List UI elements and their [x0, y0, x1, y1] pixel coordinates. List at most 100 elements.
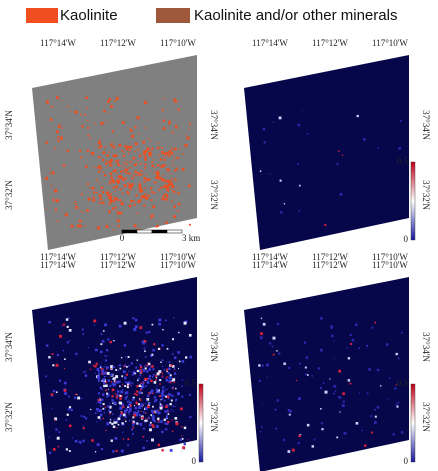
speckle — [129, 149, 131, 151]
speckle — [109, 422, 111, 424]
speckle — [104, 376, 106, 378]
speckle — [398, 358, 400, 360]
speckle — [152, 406, 154, 408]
speckle — [45, 177, 48, 180]
speckle — [159, 370, 162, 373]
speckle — [184, 322, 187, 325]
speckle — [55, 420, 56, 421]
speckle — [63, 350, 64, 351]
speckle — [162, 195, 164, 197]
speckle — [151, 439, 154, 442]
speckle — [158, 143, 159, 144]
speckle — [401, 332, 403, 334]
speckle — [172, 386, 173, 387]
speckle — [123, 414, 126, 417]
speckle — [386, 343, 389, 346]
speckle — [270, 174, 271, 175]
speckle — [171, 190, 172, 191]
speckle — [283, 439, 285, 441]
speckle — [147, 194, 149, 196]
speckle — [132, 374, 134, 376]
speckle — [103, 418, 104, 419]
speckle — [145, 412, 146, 413]
speckle — [145, 385, 147, 387]
speckle — [151, 199, 153, 201]
speckle — [141, 392, 142, 393]
speckle — [161, 147, 163, 149]
speckle — [367, 393, 369, 395]
top-label: 117°10'W — [160, 260, 196, 270]
speckle — [92, 199, 95, 202]
speckle — [161, 431, 163, 433]
speckle — [150, 380, 152, 382]
speckle — [129, 381, 130, 382]
speckle — [110, 173, 112, 175]
speckle — [320, 408, 322, 410]
speckle — [350, 343, 352, 345]
speckle — [107, 367, 109, 369]
speckle — [279, 117, 282, 120]
speckle — [122, 389, 123, 390]
speckle — [163, 120, 165, 122]
speckle — [99, 401, 101, 403]
speckle — [100, 367, 101, 368]
speckle — [159, 395, 161, 397]
speckle — [148, 148, 149, 149]
speckle — [119, 188, 121, 190]
speckle — [145, 187, 146, 188]
speckle — [158, 189, 160, 191]
speckle — [124, 377, 127, 380]
speckle — [174, 169, 176, 171]
speckle — [118, 370, 119, 371]
speckle — [150, 218, 151, 219]
speckle — [377, 147, 378, 148]
speckle — [174, 373, 176, 375]
speckle — [153, 343, 155, 345]
speckle — [145, 174, 146, 175]
speckle — [152, 376, 154, 378]
speckle — [45, 375, 47, 377]
speckle — [115, 155, 117, 157]
speckle — [96, 192, 97, 193]
top-label: 117°14'W — [252, 38, 288, 48]
speckle — [339, 412, 340, 413]
speckle — [164, 152, 167, 155]
speckle — [335, 390, 337, 392]
speckle — [260, 170, 262, 172]
speckle — [115, 191, 116, 192]
speckle — [145, 380, 146, 381]
speckle — [164, 155, 166, 157]
speckle — [148, 139, 149, 140]
speckle — [103, 110, 105, 112]
speckle — [109, 406, 111, 408]
speckle — [97, 443, 100, 446]
left-label: 37°32'N — [4, 402, 14, 432]
speckle — [158, 319, 161, 322]
speckle — [152, 349, 154, 351]
speckle — [90, 369, 91, 370]
speckle — [121, 412, 123, 414]
speckle — [163, 98, 164, 99]
speckle — [139, 188, 142, 191]
speckle — [124, 385, 126, 387]
speckle — [184, 427, 186, 429]
speckle — [170, 374, 172, 376]
speckle — [152, 368, 154, 370]
speckle — [136, 175, 137, 176]
speckle — [297, 163, 299, 165]
speckle — [179, 148, 180, 149]
speckle — [140, 403, 143, 406]
speckle — [129, 382, 131, 384]
top-label: 117°14'W — [40, 260, 76, 270]
speckle — [69, 329, 72, 332]
speckle — [77, 225, 80, 228]
speckle — [175, 422, 178, 425]
speckle — [125, 419, 126, 420]
speckle — [150, 171, 151, 172]
speckle — [329, 379, 330, 380]
speckle — [146, 150, 147, 151]
speckle — [118, 365, 119, 366]
speckle — [157, 418, 159, 420]
speckle — [91, 152, 94, 155]
speckle — [178, 332, 179, 333]
